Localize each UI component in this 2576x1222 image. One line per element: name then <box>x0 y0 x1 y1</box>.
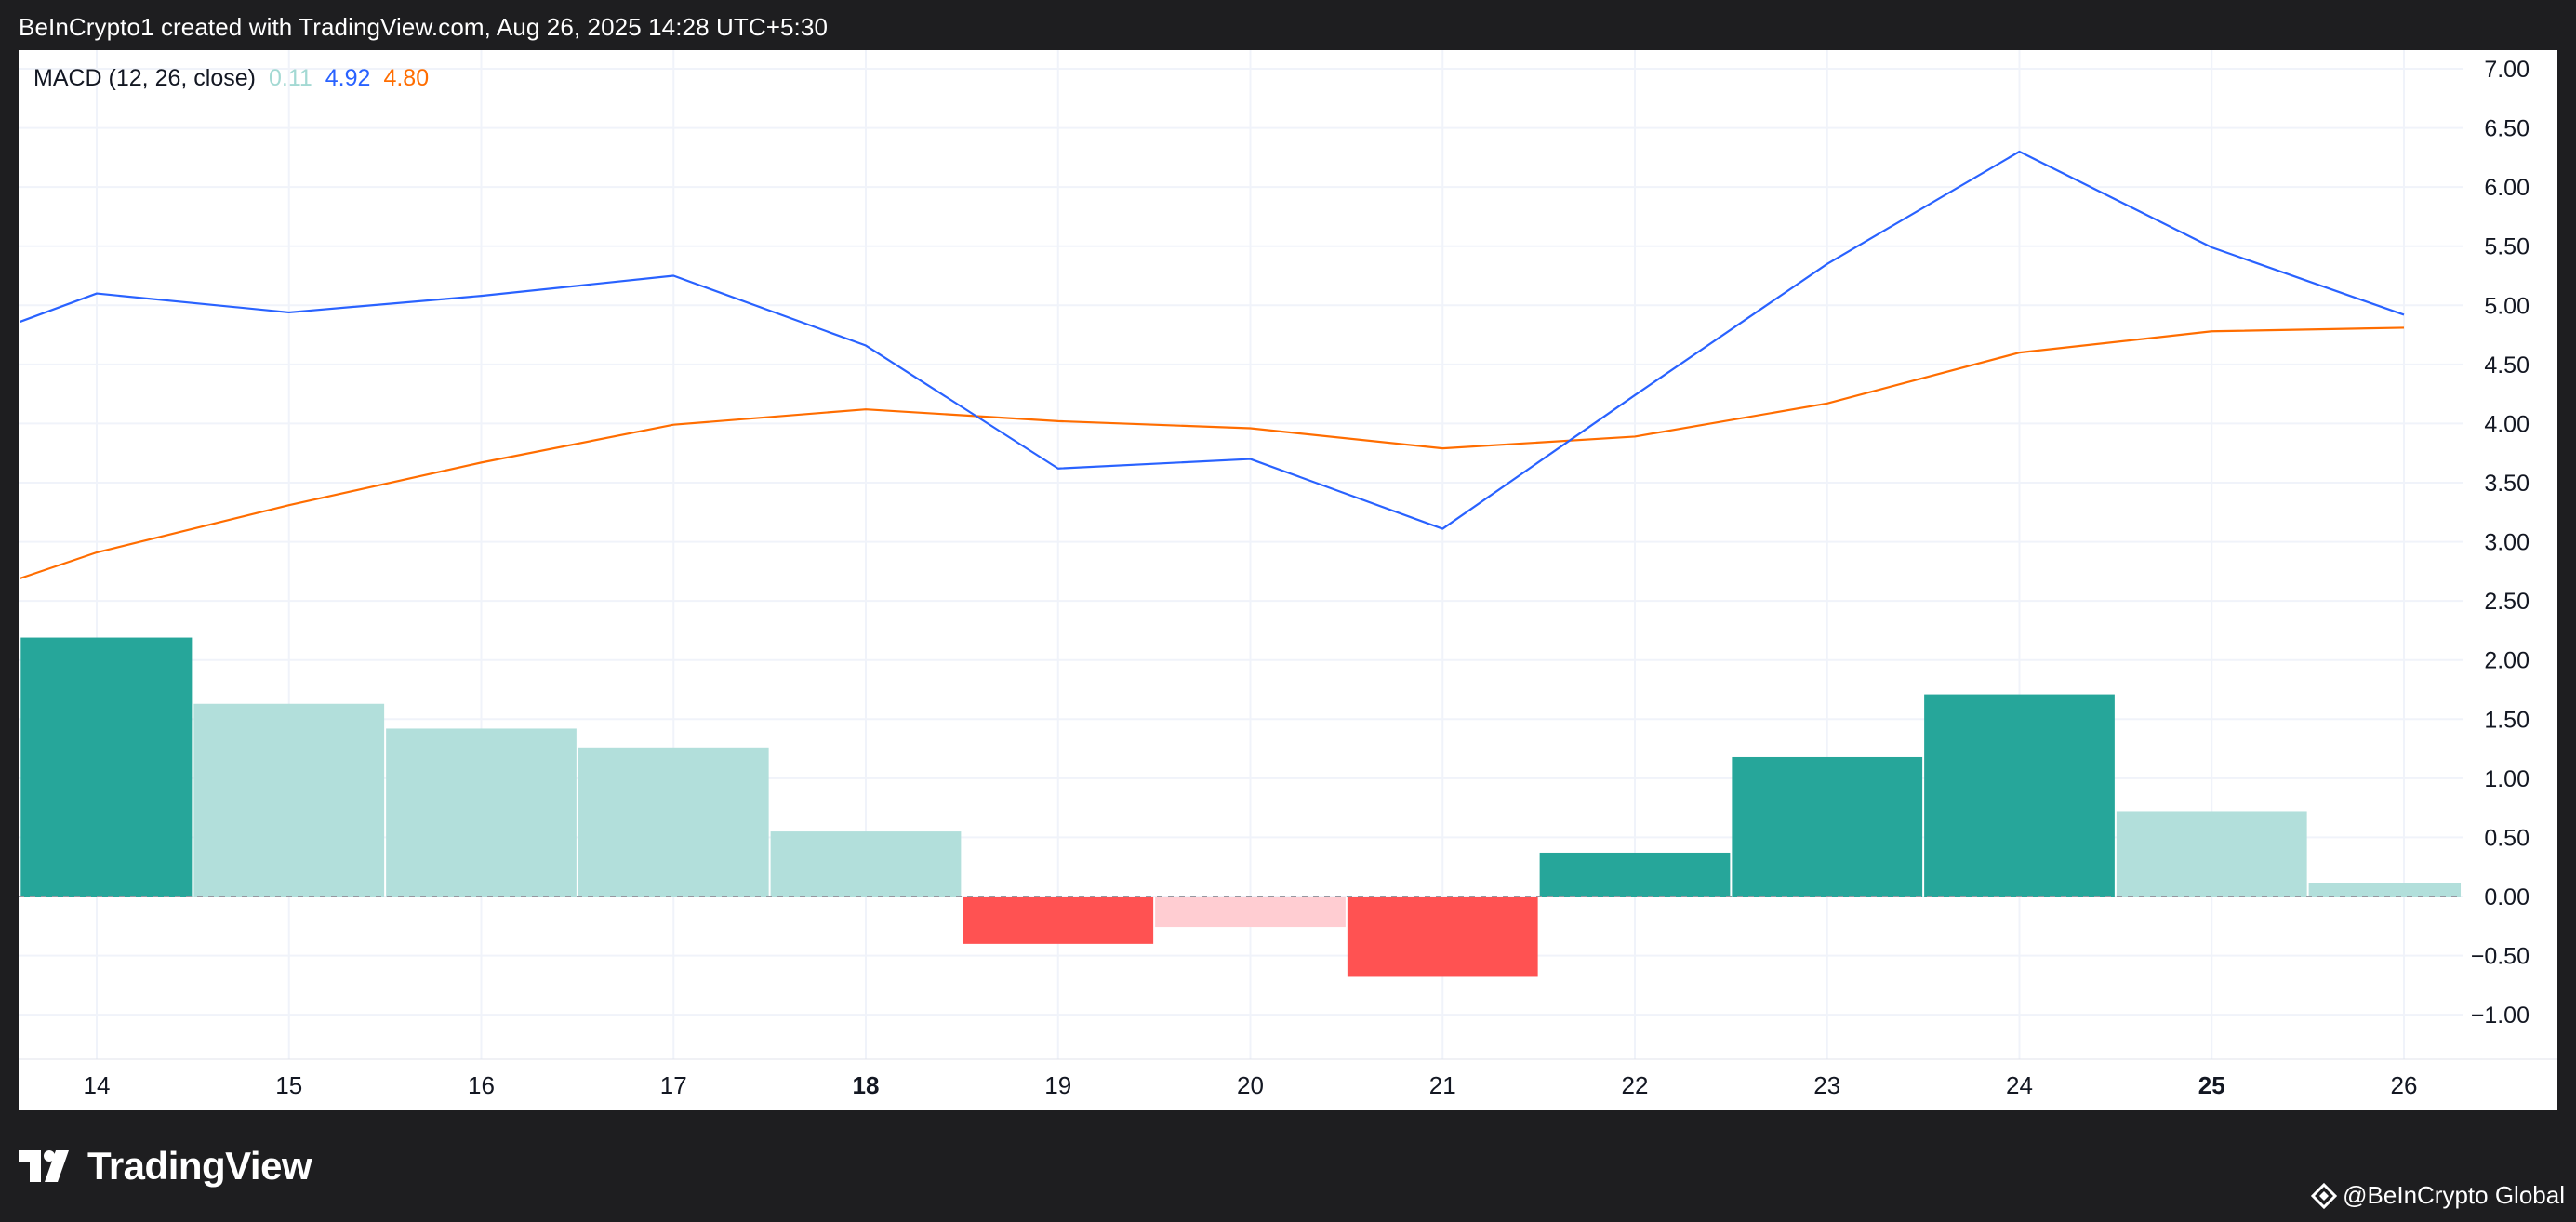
histogram-layer <box>20 637 2462 977</box>
tradingview-logo[interactable]: TradingView <box>19 1144 312 1189</box>
x-tick-label: 14 <box>84 1071 111 1099</box>
watermark-text: @BeInCrypto Global <box>2343 1181 2565 1209</box>
y-tick-label: 1.50 <box>2484 707 2530 733</box>
macd-value: 4.92 <box>325 65 371 91</box>
histogram-bar[interactable] <box>1732 756 1923 897</box>
macd-chart[interactable]: 7.00 6.50 6.00 5.50 5.00 4.50 4.00 3.50 3.00 2.50… <box>19 50 2557 1110</box>
signal-line[interactable] <box>19 326 2405 580</box>
histogram-bar[interactable] <box>1155 897 1346 928</box>
chart-header-title: BeInCrypto1 created with TradingView.com… <box>19 13 829 41</box>
histogram-bar[interactable] <box>963 897 1154 944</box>
y-tick-label: −1.00 <box>2471 1003 2530 1029</box>
histogram-bar[interactable] <box>193 703 385 897</box>
x-tick-label: 25 <box>2198 1071 2225 1099</box>
y-tick-label: 6.50 <box>2484 116 2530 142</box>
y-tick-label: 0.00 <box>2484 884 2530 910</box>
histogram-bar[interactable] <box>1924 694 2115 897</box>
histogram-bar[interactable] <box>386 728 577 897</box>
y-tick-label: 4.50 <box>2484 352 2530 379</box>
histogram-bar[interactable] <box>770 831 962 897</box>
x-tick-label: 26 <box>2391 1071 2418 1099</box>
histogram-value: 0.11 <box>268 65 312 91</box>
x-tick-label: 24 <box>2006 1071 2033 1099</box>
macd-line[interactable] <box>19 150 2405 530</box>
tradingview-logo-text: TradingView <box>87 1144 312 1188</box>
y-axis-labels: 7.00 6.50 6.00 5.50 5.00 4.50 4.00 3.50 3.00 2.50… <box>2471 57 2530 1029</box>
indicator-legend[interactable]: MACD (12, 26, close) 0.11 4.92 4.80 <box>33 65 429 92</box>
histogram-bar[interactable] <box>2116 811 2307 897</box>
histogram-bar[interactable] <box>1539 852 1731 897</box>
y-tick-label: 3.00 <box>2484 530 2530 556</box>
y-tick-label: 7.00 <box>2484 57 2530 83</box>
histogram-bar[interactable] <box>20 637 193 897</box>
signal-value: 4.80 <box>383 65 430 91</box>
lines-layer <box>19 150 2405 580</box>
y-tick-label: 5.00 <box>2484 293 2530 319</box>
x-tick-label: 18 <box>853 1071 880 1099</box>
y-tick-label: 0.50 <box>2484 825 2530 851</box>
y-tick-label: 2.00 <box>2484 648 2530 674</box>
y-tick-label: 2.50 <box>2484 589 2530 615</box>
indicator-name: MACD (12, 26, close) <box>33 65 256 91</box>
x-tick-label: 17 <box>660 1071 687 1099</box>
x-axis-labels: 14 15 16 17 18 19 20 21 22 23 24 25 26 <box>84 1071 2418 1099</box>
chart-area[interactable]: 7.00 6.50 6.00 5.50 5.00 4.50 4.00 3.50 3.00 2.50… <box>19 50 2557 1110</box>
y-tick-label: 6.00 <box>2484 175 2530 201</box>
x-tick-label: 23 <box>1813 1071 1840 1099</box>
y-tick-label: −0.50 <box>2471 944 2530 970</box>
histogram-bar[interactable] <box>2308 883 2462 897</box>
x-tick-label: 15 <box>275 1071 302 1099</box>
y-tick-label: 4.00 <box>2484 411 2530 437</box>
histogram-bar[interactable] <box>1347 897 1538 977</box>
x-tick-label: 16 <box>468 1071 495 1099</box>
x-tick-label: 19 <box>1044 1071 1071 1099</box>
tradingview-logo-icon <box>19 1150 69 1182</box>
x-tick-label: 21 <box>1429 1071 1456 1099</box>
beincrypto-diamond-icon <box>2311 1182 2338 1209</box>
y-tick-label: 1.00 <box>2484 766 2530 792</box>
y-tick-label: 3.50 <box>2484 471 2530 497</box>
x-tick-label: 20 <box>1237 1071 1264 1099</box>
histogram-bar[interactable] <box>578 747 769 897</box>
watermark: @BeInCrypto Global <box>2311 1181 2565 1210</box>
x-tick-label: 22 <box>1622 1071 1649 1099</box>
y-tick-label: 5.50 <box>2484 234 2530 260</box>
